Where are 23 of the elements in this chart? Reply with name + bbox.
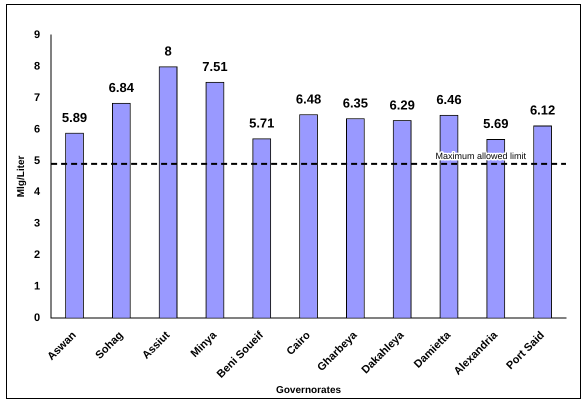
y-tick-label: 3: [34, 218, 40, 230]
y-tick-label: 0: [34, 312, 40, 324]
y-tick-label: 8: [34, 60, 40, 72]
data-label: 6.46: [436, 92, 462, 107]
y-axis-title: Mlg/Liter: [16, 156, 27, 198]
data-label: 6.48: [296, 91, 322, 106]
y-tick-label: 4: [34, 186, 41, 198]
y-tick-label: 2: [34, 249, 40, 262]
y-tick-label: 6: [34, 123, 40, 136]
x-axis-title: Governorates: [276, 384, 342, 396]
data-label: 6.84: [108, 80, 135, 95]
data-label: 8: [164, 44, 172, 59]
y-tick-label: 9: [34, 29, 40, 42]
y-tick-label: 5: [34, 154, 40, 167]
data-label: 7.51: [202, 58, 228, 74]
data-label: 6.29: [390, 97, 415, 112]
data-label: 6.12: [530, 102, 556, 118]
y-tick-label: 1: [34, 280, 40, 292]
data-label: 6.35: [342, 95, 368, 110]
data-label: 5.89: [62, 110, 88, 125]
data-label: 5.69: [483, 116, 508, 132]
data-label: 5.71: [249, 115, 274, 130]
y-tick-label: 7: [34, 92, 40, 104]
